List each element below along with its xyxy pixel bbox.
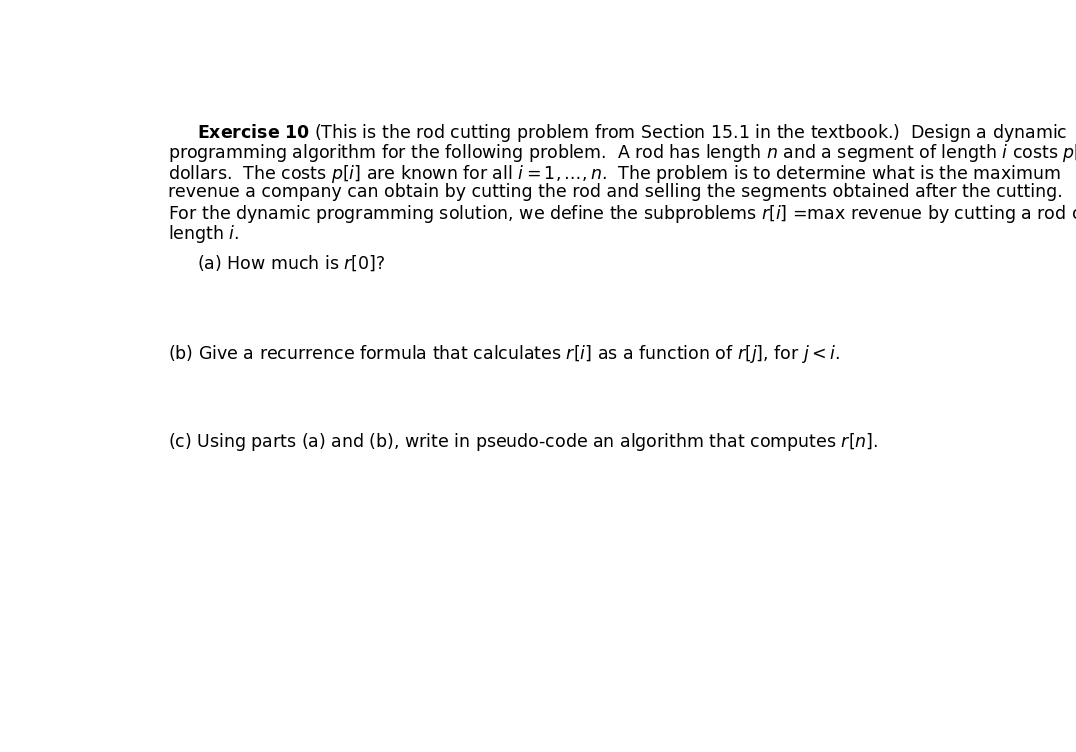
Text: For the dynamic programming solution, we define the subproblems $r[i]$ =max reve: For the dynamic programming solution, we… xyxy=(168,203,1076,225)
Text: $\mathbf{Exercise\ 10}$ (This is the rod cutting problem from Section 15.1 in th: $\mathbf{Exercise\ 10}$ (This is the rod… xyxy=(197,122,1067,144)
Text: (a) How much is $r[0]$?: (a) How much is $r[0]$? xyxy=(197,253,385,273)
Text: (b) Give a recurrence formula that calculates $r[i]$ as a function of $r[j]$, fo: (b) Give a recurrence formula that calcu… xyxy=(168,343,839,365)
Text: revenue a company can obtain by cutting the rod and selling the segments obtaine: revenue a company can obtain by cutting … xyxy=(168,183,1063,201)
Text: programming algorithm for the following problem.  A rod has length $n$ and a seg: programming algorithm for the following … xyxy=(168,142,1076,165)
Text: dollars.  The costs $p[i]$ are known for all $i = 1, \ldots, n$.  The problem is: dollars. The costs $p[i]$ are known for … xyxy=(168,162,1061,185)
Text: length $i$.: length $i$. xyxy=(168,223,239,245)
Text: (c) Using parts (a) and (b), write in pseudo-code an algorithm that computes $r[: (c) Using parts (a) and (b), write in ps… xyxy=(168,431,878,453)
